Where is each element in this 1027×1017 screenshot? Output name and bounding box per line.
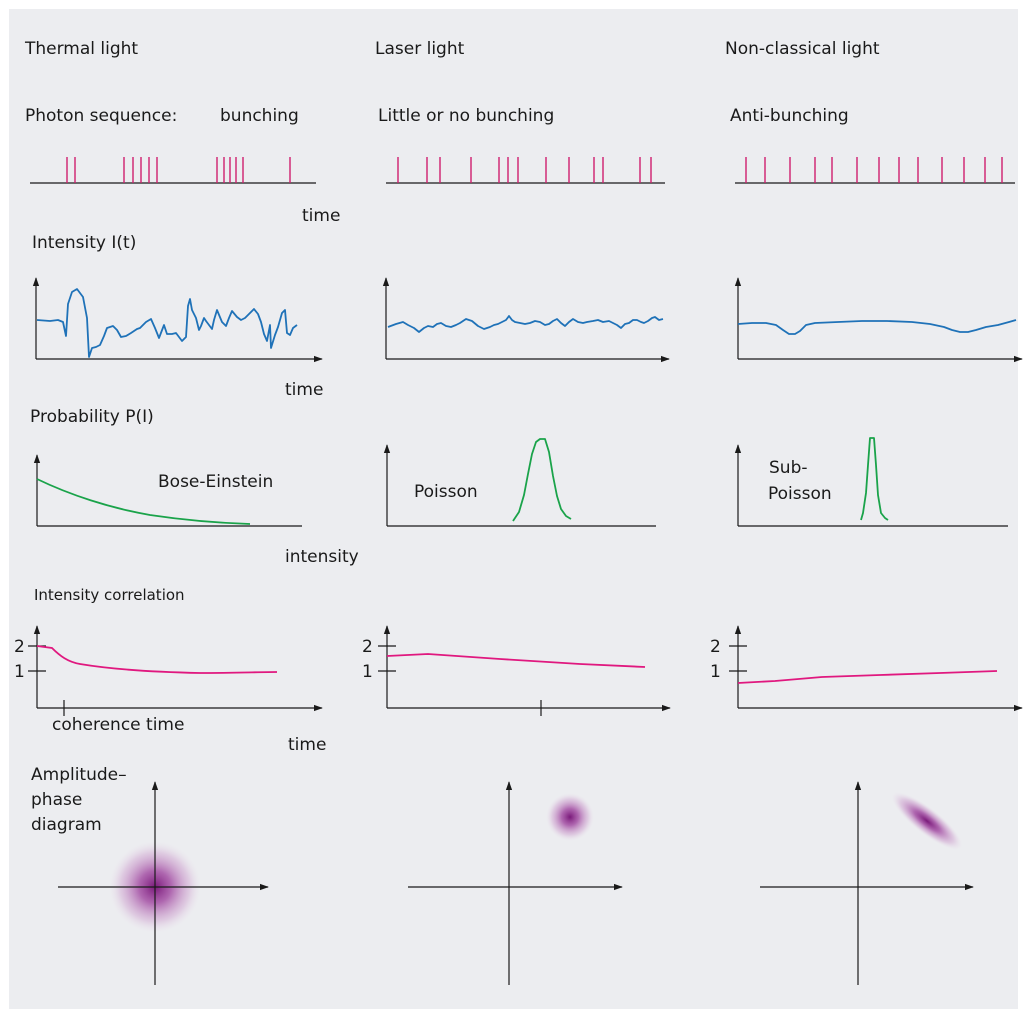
time-label-photon: time xyxy=(302,206,340,226)
intensity-axes-nonclassical xyxy=(734,277,1023,363)
correlation-curve-laser xyxy=(386,653,646,668)
poisson-curve xyxy=(512,438,572,522)
phase-diagram-laser xyxy=(408,781,623,985)
tick-2-laser: 2 xyxy=(362,637,373,657)
correlation-axes-nonclassical xyxy=(729,625,1023,712)
phase-heading-line1: Amplitude– xyxy=(31,765,127,785)
coherence-time-label: coherence time xyxy=(52,715,184,735)
poisson-label: Poisson xyxy=(414,482,478,502)
tick-2-nonclassical: 2 xyxy=(710,637,721,657)
sub-poisson-label-line2: Poisson xyxy=(768,484,832,504)
bose-einstein-curve xyxy=(36,478,251,525)
intensity-correlation-heading: Intensity correlation xyxy=(34,586,185,604)
sub-poisson-label-line1: Sub- xyxy=(769,458,808,478)
intensity-axes-thermal xyxy=(32,277,323,363)
phase-heading-line2: phase xyxy=(31,790,82,810)
bose-einstein-label: Bose-Einstein xyxy=(158,472,273,492)
probability-axes-nonclassical xyxy=(734,444,1008,527)
phase-heading-line3: diagram xyxy=(31,815,102,835)
phase-diagram-thermal xyxy=(58,781,269,985)
heading-non-classical-light: Non-classical light xyxy=(725,39,880,59)
correlation-axes-laser xyxy=(378,625,671,716)
probability-heading: Probability P(I) xyxy=(30,407,154,427)
time-label-intensity: time xyxy=(285,380,323,400)
anti-bunching-label: Anti-bunching xyxy=(730,106,849,126)
phase-blob-laser xyxy=(546,793,594,841)
probability-axes-thermal xyxy=(33,454,302,527)
probability-axes-laser xyxy=(383,444,656,527)
intensity-curve-thermal xyxy=(36,288,298,358)
photon-ticks-laser xyxy=(397,157,652,183)
photon-ticks-thermal xyxy=(66,157,291,183)
intensity-curve-laser xyxy=(387,315,664,333)
bunching-label: bunching xyxy=(220,106,299,126)
phase-blob-squeezed xyxy=(891,792,963,850)
phase-diagram-nonclassical xyxy=(760,781,974,985)
correlation-curve-thermal xyxy=(36,645,278,674)
intensity-axis-label: intensity xyxy=(285,547,359,567)
tick-2-thermal: 2 xyxy=(14,637,25,657)
photon-sequence-label: Photon sequence: xyxy=(25,106,177,126)
panel-background xyxy=(9,9,1018,1009)
tick-1-nonclassical: 1 xyxy=(710,662,721,682)
heading-laser-light: Laser light xyxy=(375,39,465,59)
intensity-curve-nonclassical xyxy=(737,319,1017,335)
little-or-no-bunching-label: Little or no bunching xyxy=(378,106,554,126)
tick-1-thermal: 1 xyxy=(14,662,25,682)
heading-thermal-light: Thermal light xyxy=(24,39,138,59)
sub-poisson-curve xyxy=(860,437,889,521)
time-label-correlation: time xyxy=(288,735,326,755)
tick-1-laser: 1 xyxy=(362,662,373,682)
intensity-heading: Intensity I(t) xyxy=(32,233,136,253)
correlation-curve-nonclassical xyxy=(737,670,998,684)
intensity-axes-laser xyxy=(382,277,670,363)
photon-ticks-nonclassical xyxy=(745,157,1003,183)
